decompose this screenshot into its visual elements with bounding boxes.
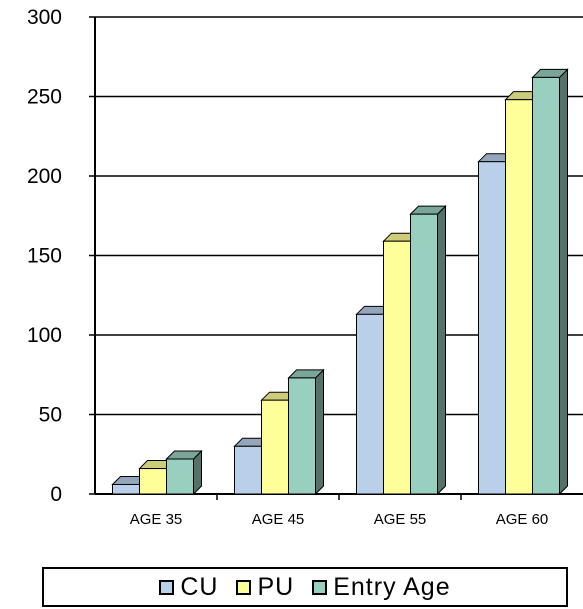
bar-pu-age-60 xyxy=(505,99,533,495)
x-tick-label: AGE 45 xyxy=(252,511,305,528)
bar-pu-age-35 xyxy=(139,468,167,495)
y-tick-label: 200 xyxy=(27,165,62,188)
y-tick-label: 50 xyxy=(39,404,62,427)
bar-entry-age-age-55-side xyxy=(437,204,446,496)
y-tick-label: 150 xyxy=(27,245,62,268)
y-tick-label: 100 xyxy=(27,324,62,347)
legend-item-pu: PU xyxy=(236,573,294,602)
bar-chart: 0 50 100 150 200 250 300 AGE 35 AGE 45 AGE 55 AGE … xyxy=(27,6,583,528)
legend-swatch-cu xyxy=(159,579,175,595)
legend-swatch-entry-age xyxy=(312,579,328,595)
legend-item-entry-age: Entry Age xyxy=(312,573,450,602)
bar-cu-age-60 xyxy=(478,161,506,495)
legend-label-entry-age: Entry Age xyxy=(333,572,451,601)
legend: CU PU Entry Age xyxy=(42,567,568,607)
y-tick-label: 0 xyxy=(50,483,62,506)
bar-entry-age-age-45-side xyxy=(315,368,324,496)
bar-pu-age-45 xyxy=(261,399,289,495)
bar-cu-age-45 xyxy=(234,445,262,495)
y-tick-label: 300 xyxy=(27,6,62,29)
legend-label-cu: CU xyxy=(180,572,219,601)
x-tick-label: AGE 60 xyxy=(496,511,549,528)
bar-entry-age-age-45 xyxy=(288,377,316,495)
bar-entry-age-age-55 xyxy=(410,213,438,495)
bar-pu-age-55 xyxy=(383,240,411,495)
bar-entry-age-age-35 xyxy=(166,458,194,495)
legend-item-cu: CU xyxy=(159,573,218,602)
bar-cu-age-35 xyxy=(112,483,140,495)
x-tick-label: AGE 35 xyxy=(130,511,183,528)
bar-cu-age-55 xyxy=(356,313,384,495)
bar-entry-age-age-60-side xyxy=(559,68,568,496)
y-tick-label: 250 xyxy=(27,86,62,109)
bar-entry-age-age-60 xyxy=(532,76,560,495)
legend-swatch-pu xyxy=(236,579,252,595)
x-tick-label: AGE 55 xyxy=(374,511,427,528)
legend-label-pu: PU xyxy=(257,572,295,601)
